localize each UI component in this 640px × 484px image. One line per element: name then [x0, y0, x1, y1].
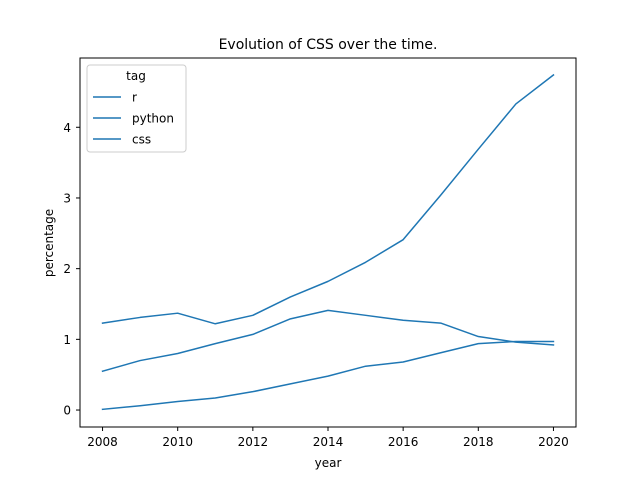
series-line-css: [101, 73, 555, 325]
x-tick-label: 2008: [87, 435, 118, 449]
legend-label: r: [132, 91, 137, 105]
legend-entries: r python css: [93, 91, 174, 147]
x-tick-label: 2016: [388, 435, 419, 449]
y-axis: 0 1 2 3 4: [63, 121, 80, 418]
x-tick-label: 2018: [463, 435, 494, 449]
legend-label: python: [132, 112, 174, 126]
y-tick-label: 2: [63, 262, 71, 276]
series-line-python: [101, 309, 555, 373]
y-axis-label: percentage: [42, 209, 56, 277]
legend-label: css: [132, 133, 151, 147]
x-tick-label: 2010: [162, 435, 193, 449]
y-tick-label: 1: [63, 333, 71, 347]
x-axis: 2008 2010 2012 2014 2016 2018 2020: [87, 427, 569, 449]
legend: tag r python css: [86, 64, 187, 153]
chart-title: Evolution of CSS over the time.: [219, 37, 438, 53]
plot-frame: [79, 57, 577, 428]
legend-box: [86, 64, 187, 153]
x-tick-label: 2020: [538, 435, 569, 449]
y-tick-label: 3: [63, 191, 71, 205]
y-tick-label: 0: [63, 404, 71, 418]
x-tick-label: 2012: [238, 435, 269, 449]
x-axis-label: year: [315, 456, 342, 470]
series-lines: [101, 73, 555, 411]
x-tick-label: 2014: [313, 435, 344, 449]
y-tick-label: 4: [63, 121, 71, 135]
series-line-r: [101, 340, 555, 411]
legend-title: tag: [126, 69, 146, 83]
